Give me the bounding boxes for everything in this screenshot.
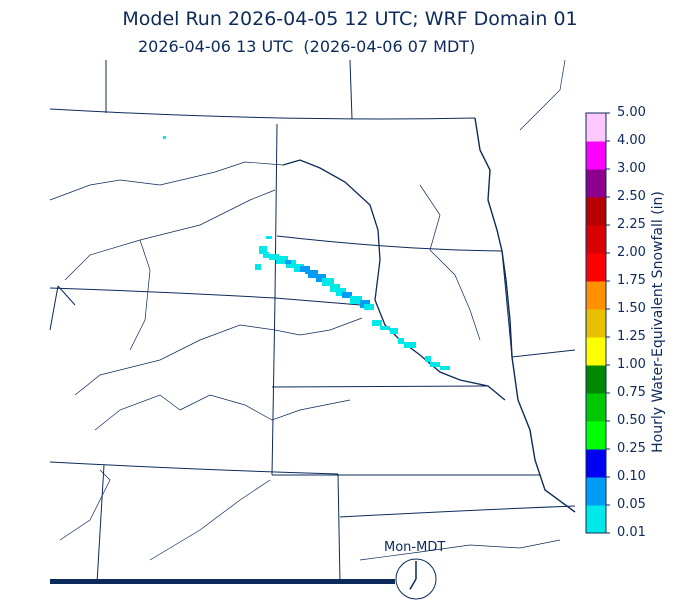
snowfall-cell [276, 256, 288, 264]
az-line [96, 464, 105, 584]
snowfall-cell [404, 342, 416, 348]
snowfall-cell [263, 252, 269, 258]
river [129, 239, 151, 351]
snowfall-cell [266, 236, 272, 239]
snowfall-cell [430, 362, 440, 367]
snowfall-cell [336, 288, 346, 296]
river [179, 394, 351, 421]
snowfall-cell [294, 264, 304, 272]
colorbar-tick-label: 2.25 [617, 217, 646, 232]
clock-hour-hand [409, 578, 417, 590]
snowfall-cell [305, 270, 311, 274]
river [49, 179, 161, 201]
snowfall-cell [350, 296, 362, 304]
river [74, 317, 363, 396]
animation-progress-bar[interactable] [50, 579, 395, 584]
clock-icon [395, 558, 437, 600]
snowfall-cell [364, 304, 374, 310]
state-boundaries [49, 59, 576, 584]
missouri-river [282, 159, 506, 401]
figure-title: Model Run 2026-04-05 12 UTC; WRF Domain … [122, 8, 578, 30]
snowfall-cell [425, 356, 431, 362]
colorbar-tick-label: 2.00 [617, 245, 646, 260]
snowfall-cell [255, 264, 261, 270]
colorbar-frame [585, 112, 607, 534]
colorbar-segment [586, 253, 606, 282]
river [64, 189, 276, 281]
snowfall-cell [398, 338, 404, 344]
colorbar-tick-label: 3.00 [617, 161, 646, 176]
snowfall-cell [259, 246, 267, 254]
river [359, 539, 561, 561]
snowfall-cell [300, 266, 310, 272]
sd-nd-border [276, 235, 503, 252]
colorbar-tick-label: 1.75 [617, 273, 646, 288]
colorbar-tick-label: 0.75 [617, 385, 646, 400]
colorbar-segment [586, 393, 606, 422]
snowfall-cell [440, 366, 450, 370]
snowfall-cell [390, 328, 398, 334]
colorbar-tick-label: 1.00 [617, 357, 646, 372]
colorbar-tick-label: 5.00 [617, 105, 646, 120]
river [94, 394, 181, 431]
snowfall-cell [330, 284, 340, 292]
snowfall-cell [372, 320, 382, 326]
snowfall-cell [342, 292, 352, 298]
colorbar-segment [586, 477, 606, 506]
colorbar-tick-label: 0.10 [617, 469, 646, 484]
nm-line [337, 473, 341, 584]
colorbar-tick-label: 2.50 [617, 189, 646, 204]
canada-border [49, 108, 476, 120]
river [59, 469, 111, 541]
snowfall-cell [269, 254, 279, 260]
colorbar-segment [586, 449, 606, 478]
clock-label: Mon-MDT [384, 540, 446, 555]
ne-border [274, 297, 374, 307]
colorbar-segment [586, 421, 606, 450]
colorbar [585, 112, 610, 534]
colorbar-segment [586, 505, 606, 534]
colorbar-tick-label: 1.25 [617, 329, 646, 344]
montana-wyoming-border [49, 287, 276, 299]
snowfall-cell [285, 260, 291, 264]
idaho-line [49, 285, 76, 331]
colorbar-tick-label: 0.25 [617, 441, 646, 456]
colorbar-segment [586, 225, 606, 254]
figure-subtitle: 2026-04-06 13 UTC (2026-04-06 07 MDT) [138, 37, 476, 56]
colorbar-tick-label: 0.50 [617, 413, 646, 428]
wy-line [271, 123, 278, 476]
ok-tx [339, 505, 576, 518]
snowfall-field [163, 136, 450, 370]
colorbar-segment [586, 113, 606, 142]
river [419, 184, 481, 341]
colorbar-segment [586, 337, 606, 366]
colorbar-tick-label: 0.01 [617, 525, 646, 540]
snowfall-cell [308, 270, 318, 278]
snowfall-cell [316, 274, 326, 282]
colorbar-segment [586, 281, 606, 310]
colorbar-tick-label: 0.05 [617, 497, 646, 512]
colorbar-segment [586, 141, 606, 170]
river [519, 59, 566, 131]
snowfall-cell [163, 136, 166, 139]
mn-ia [501, 250, 576, 358]
colorbar-segment [586, 197, 606, 226]
river [159, 161, 284, 186]
colorbar-tick-label: 1.50 [617, 301, 646, 316]
colorbar-segment [586, 309, 606, 338]
border-line [349, 59, 353, 120]
snowfall-cell [322, 278, 334, 286]
colorado-nm [49, 461, 339, 475]
colorbar-tick-label: 4.00 [617, 133, 646, 148]
east-river [474, 117, 576, 513]
snowfall-cell [380, 326, 390, 330]
colorbar-segment [586, 169, 606, 198]
colorbar-title: Hourly Water-Equivalent Snowfall (in) [650, 191, 666, 453]
ne-ks-border [271, 385, 489, 388]
colorbar-segment [586, 365, 606, 394]
river [149, 479, 271, 561]
